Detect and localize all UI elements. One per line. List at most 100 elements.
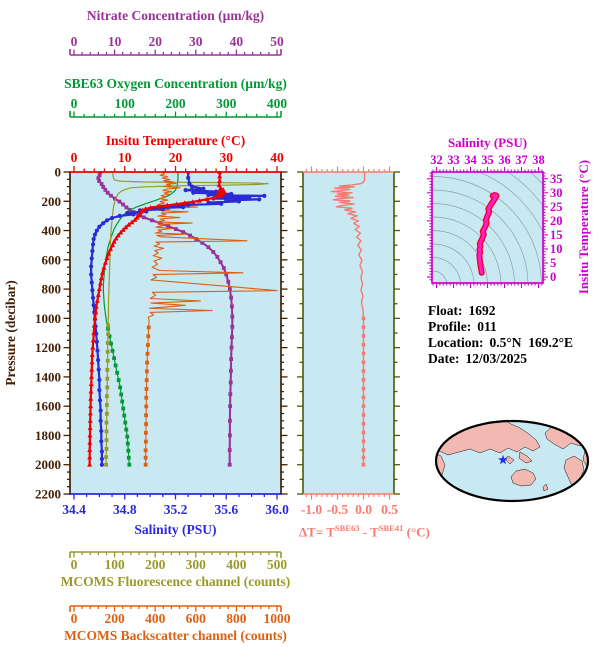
svg-text:5: 5 — [550, 256, 556, 270]
profile-series — [87, 171, 278, 467]
info-label: Date: — [428, 351, 460, 366]
svg-text:34.8: 34.8 — [113, 502, 137, 517]
svg-text:0.0: 0.0 — [355, 502, 372, 517]
svg-text:0: 0 — [71, 96, 78, 111]
axis-temperature: 0 10 20 30 40 Insitu Temperature (°C) — [71, 133, 284, 172]
info-label: Float: — [428, 303, 463, 318]
axis-salinity: 34.4 34.8 35.2 35.6 36.0 Salinity (PSU) — [62, 494, 289, 537]
svg-text:1000: 1000 — [264, 611, 291, 626]
delta-t-title-part: - T — [359, 524, 379, 540]
series-ts-profile — [476, 192, 500, 276]
svg-text:1400: 1400 — [35, 369, 61, 384]
info-value: 011 — [477, 319, 497, 334]
svg-text:100: 100 — [115, 96, 136, 111]
float-info-line: Float: 1692 — [428, 303, 573, 319]
svg-text:300: 300 — [216, 96, 237, 111]
svg-text:200: 200 — [104, 611, 125, 626]
info-value: 12/03/2025 — [465, 351, 527, 366]
svg-text:0: 0 — [71, 34, 78, 49]
svg-text:25: 25 — [550, 200, 563, 214]
svg-text:0.5: 0.5 — [381, 502, 398, 517]
svg-text:15: 15 — [550, 228, 563, 242]
float-info-line: Date: 12/03/2025 — [428, 351, 573, 367]
delta-t-panel: -1.0 -0.5 0.0 0.5 — [297, 166, 400, 517]
svg-text:33: 33 — [447, 153, 460, 167]
svg-text:Salinity (PSU): Salinity (PSU) — [448, 135, 527, 150]
info-value: 0.5°N 169.2°E — [489, 335, 574, 350]
svg-text:Pressure (decibar): Pressure (decibar) — [3, 280, 18, 386]
axis-delta-t: -1.0 -0.5 0.0 0.5 — [301, 166, 398, 517]
svg-text:40: 40 — [230, 34, 244, 49]
svg-text:35: 35 — [550, 172, 563, 186]
svg-text:200: 200 — [165, 96, 186, 111]
svg-text:10: 10 — [118, 150, 132, 165]
series-nitrate — [96, 171, 235, 467]
svg-text:1000: 1000 — [35, 311, 61, 326]
svg-text:600: 600 — [186, 611, 207, 626]
svg-text:36: 36 — [498, 153, 511, 167]
ts-axes: 32 33 34 35 36 37 38 Salinity (PSU) 051015202530… — [427, 135, 591, 294]
svg-text:50: 50 — [270, 34, 284, 49]
svg-text:Insitu Temperature (°C): Insitu Temperature (°C) — [576, 160, 591, 294]
svg-text:36.0: 36.0 — [265, 502, 289, 517]
svg-text:100: 100 — [104, 557, 125, 572]
svg-text:SBE63 Oxygen Concentration (µm: SBE63 Oxygen Concentration (µm/kg) — [64, 76, 287, 91]
ts-diagram-panel: 32 33 34 35 36 37 38 Salinity (PSU) 051015202530… — [427, 135, 591, 294]
svg-text:200: 200 — [145, 557, 166, 572]
axis-fluorescence: 0 100 200 300 400 500 MCOMS Fluorescence chann… — [61, 551, 291, 589]
svg-text:MCOMS Fluorescence channel (co: MCOMS Fluorescence channel (counts) — [61, 574, 291, 589]
main-profile-plot: 0200400600800100012001400160018002000220… — [3, 8, 291, 643]
svg-text:500: 500 — [267, 557, 288, 572]
svg-text:600: 600 — [42, 252, 62, 267]
svg-text:38: 38 — [532, 153, 545, 167]
world-map — [434, 419, 590, 503]
svg-text:400: 400 — [226, 557, 247, 572]
delta-t-title-sup: SBE63 — [334, 523, 360, 533]
svg-text:34: 34 — [464, 153, 477, 167]
float-position-marker — [498, 454, 508, 465]
info-label: Location: — [428, 335, 484, 350]
svg-text:37: 37 — [515, 153, 528, 167]
svg-text:30: 30 — [220, 150, 234, 165]
svg-text:400: 400 — [145, 611, 166, 626]
svg-text:400: 400 — [42, 223, 62, 238]
pressure-axis: 0 200 400 600 800 1000 1200 1400 1600 1800 2000 220… — [3, 165, 288, 502]
svg-text:MCOMS Backscatter channel (cou: MCOMS Backscatter channel (counts) — [64, 628, 287, 643]
svg-text:200: 200 — [42, 194, 62, 209]
svg-text:20: 20 — [148, 34, 162, 49]
density-contours — [432, 172, 543, 283]
svg-text:0: 0 — [71, 150, 78, 165]
axis-backscatter: 0 200 400 600 800 1000 MCOMS Backscatter chann… — [64, 605, 291, 643]
svg-text:400: 400 — [267, 96, 288, 111]
delta-t-title-sup: SBE41 — [378, 523, 404, 533]
float-info: Float: 1692 Profile: 011 Location: 0.5°N 16… — [428, 303, 573, 367]
svg-text:800: 800 — [42, 282, 62, 297]
svg-text:2200: 2200 — [35, 487, 61, 502]
svg-text:10: 10 — [108, 34, 122, 49]
svg-text:35.6: 35.6 — [214, 502, 238, 517]
svg-text:32: 32 — [430, 153, 443, 167]
svg-text:0: 0 — [71, 557, 78, 572]
axis-nitrate: 0 10 20 30 40 50 Nitrate Concentration (µm/kg) — [69, 8, 284, 56]
info-label: Profile: — [428, 319, 472, 334]
svg-text:Insitu Temperature (°C): Insitu Temperature (°C) — [106, 133, 245, 148]
svg-text:800: 800 — [226, 611, 247, 626]
float-info-line: Location: 0.5°N 169.2°E — [428, 335, 573, 351]
svg-text:10: 10 — [550, 242, 563, 256]
svg-text:-1.0: -1.0 — [301, 502, 323, 517]
svg-text:0: 0 — [550, 270, 556, 284]
series-backscatter — [143, 171, 278, 467]
svg-text:20: 20 — [550, 214, 563, 228]
svg-text:1800: 1800 — [35, 428, 61, 443]
svg-text:0: 0 — [55, 165, 62, 180]
svg-text:Nitrate Concentration (µm/kg): Nitrate Concentration (µm/kg) — [87, 8, 264, 23]
svg-text:30: 30 — [189, 34, 203, 49]
svg-text:30: 30 — [550, 186, 563, 200]
svg-text:20: 20 — [169, 150, 183, 165]
svg-text:0: 0 — [71, 611, 78, 626]
delta-t-axis-title: ΔT= TSBE63 - TSBE41 (°C) — [299, 523, 430, 540]
float-info-line: Profile: 011 — [428, 319, 573, 335]
svg-text:34.4: 34.4 — [62, 502, 86, 517]
